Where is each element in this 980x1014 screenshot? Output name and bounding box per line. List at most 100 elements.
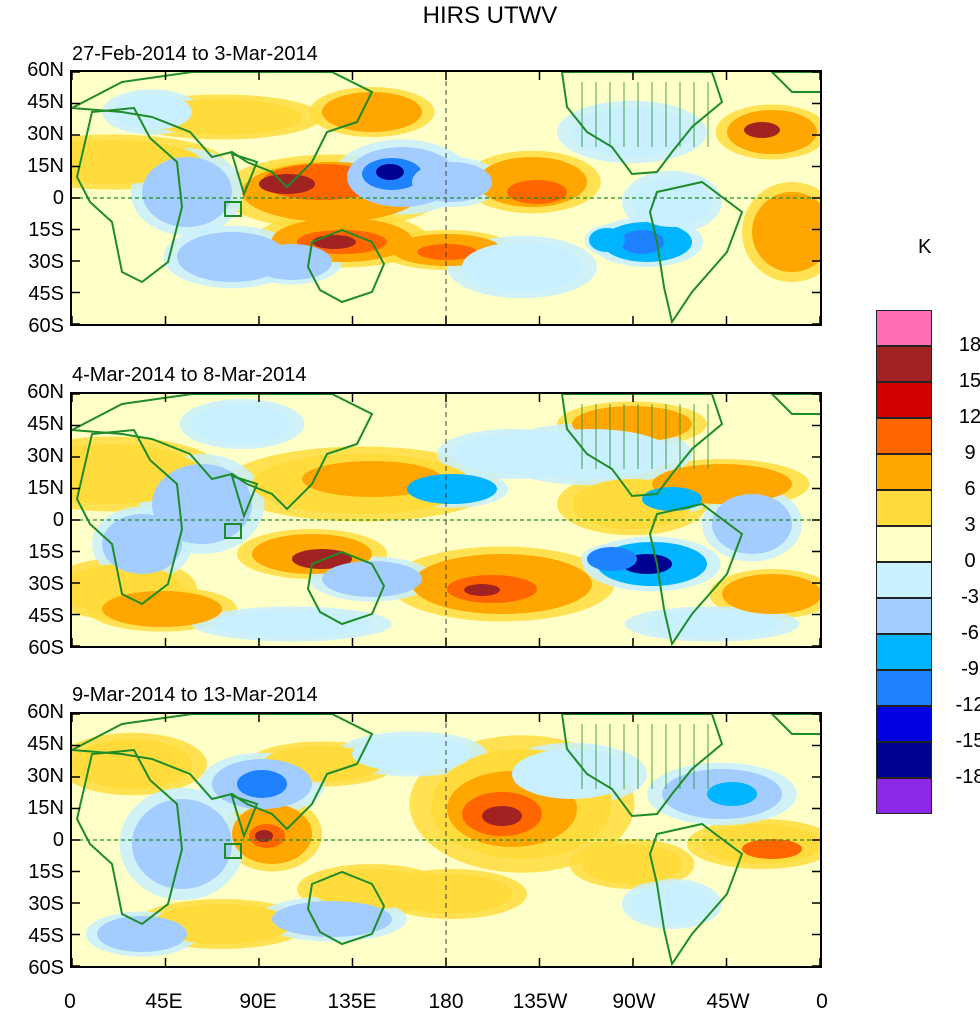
- colorbar-label: -9: [961, 658, 979, 680]
- colorbar-label: -18: [955, 766, 980, 788]
- colorbar-swatch: [876, 454, 932, 490]
- colorbar-label: 18: [958, 334, 980, 356]
- lat-label: 60N: [27, 59, 64, 81]
- lat-label: 45S: [28, 283, 64, 305]
- lon-label: 90W: [612, 990, 656, 1013]
- anomaly-contour: [452, 434, 572, 474]
- coastline: [648, 822, 744, 966]
- lat-label: 15N: [27, 477, 64, 499]
- lat-label: 15S: [28, 861, 64, 883]
- colorbar-swatch: [876, 742, 932, 778]
- anomaly-field: [72, 394, 820, 646]
- lat-label: 45S: [28, 605, 64, 627]
- map-panel-3: [70, 712, 822, 968]
- colorbar-swatch: [876, 418, 932, 454]
- anomaly-contour: [742, 839, 802, 859]
- lat-label: 60N: [27, 381, 64, 403]
- lat-label: 15S: [28, 541, 64, 563]
- lat-label: 30S: [28, 893, 64, 915]
- coastline: [75, 748, 184, 926]
- anomaly-contour: [252, 244, 332, 280]
- anomaly-contour: [582, 844, 682, 884]
- anomaly-contour: [482, 806, 522, 826]
- lat-label: 15N: [27, 797, 64, 819]
- anomaly-contour: [392, 874, 512, 914]
- anomaly-contour: [572, 107, 692, 157]
- anomaly-contour: [142, 157, 232, 227]
- coastline: [75, 428, 184, 606]
- anomaly-contour: [642, 610, 782, 638]
- anomaly-contour: [744, 122, 780, 138]
- anomaly-contour: [212, 610, 372, 638]
- anomaly-contour: [507, 180, 567, 204]
- lat-label: 0: [52, 187, 64, 209]
- coastline: [72, 714, 374, 831]
- anomaly-contour: [407, 474, 497, 504]
- anomaly-contour: [272, 901, 392, 937]
- anomaly-contour: [462, 242, 582, 292]
- colorbar-label: -6: [961, 622, 979, 644]
- lat-label: 45N: [27, 733, 64, 755]
- colorbar-swatch: [876, 706, 932, 742]
- coastline: [230, 474, 259, 520]
- lon-label: 135E: [327, 990, 377, 1013]
- anomaly-contour: [632, 177, 712, 227]
- coastline: [648, 180, 744, 324]
- coastline: [306, 550, 386, 626]
- colorbar-label: -3: [961, 586, 979, 608]
- anomaly-contour: [620, 230, 664, 254]
- anomaly-contour: [589, 228, 625, 252]
- panel-2-date-range: 4-Mar-2014 to 8-Mar-2014: [72, 364, 307, 386]
- coastline: [230, 794, 259, 840]
- map-panel-2: [70, 392, 822, 648]
- anomaly-contour: [722, 574, 820, 614]
- anomaly-contour: [587, 547, 637, 571]
- colorbar-swatch: [876, 526, 932, 562]
- colorbar-label: 6: [964, 478, 976, 500]
- colorbar-swatch: [876, 634, 932, 670]
- anomaly-contour: [512, 749, 632, 799]
- coastline: [560, 394, 724, 498]
- coastline: [770, 714, 820, 735]
- anomaly-contour: [632, 884, 712, 924]
- colorbar-label: 12: [958, 406, 980, 428]
- anomaly-contour: [412, 162, 492, 202]
- coastline: [560, 714, 724, 818]
- lat-label: 45N: [27, 91, 64, 113]
- colorbar-unit-label: K: [918, 236, 932, 258]
- lat-label: 30S: [28, 251, 64, 273]
- lat-label: 45S: [28, 925, 64, 947]
- anomaly-field: [72, 714, 820, 966]
- panel-1-date-range: 27-Feb-2014 to 3-Mar-2014: [72, 43, 318, 65]
- lon-label: 135W: [512, 990, 568, 1013]
- anomaly-contour: [259, 174, 315, 194]
- anomaly-contour: [417, 244, 477, 260]
- region-box: [224, 523, 242, 539]
- anomaly-contour: [322, 92, 422, 132]
- coastline: [306, 228, 386, 304]
- coastline: [770, 72, 820, 93]
- lat-label: 15S: [28, 219, 64, 241]
- anomaly-contour: [97, 916, 187, 952]
- lon-label: 0: [816, 990, 828, 1013]
- lon-label: 90E: [239, 990, 277, 1013]
- colorbar-swatch: [876, 346, 932, 382]
- lat-label: 0: [52, 509, 64, 531]
- colorbar-swatch: [876, 598, 932, 634]
- map-panel-1: [70, 70, 822, 326]
- colorbar-label: -12: [955, 694, 980, 716]
- lat-label: 30N: [27, 765, 64, 787]
- coastline: [72, 394, 374, 511]
- colorbar-swatch: [876, 310, 932, 346]
- coastline: [560, 72, 724, 176]
- panel-3-date-range: 9-Mar-2014 to 13-Mar-2014: [72, 684, 318, 706]
- lat-label: 60S: [28, 957, 64, 979]
- anomaly-field: [72, 72, 820, 324]
- lat-label: 60S: [28, 315, 64, 337]
- colorbar-label: -15: [955, 730, 980, 752]
- anomaly-contour: [322, 561, 422, 597]
- lon-label: 180: [428, 990, 464, 1013]
- coastline: [72, 72, 374, 189]
- region-box: [224, 843, 242, 859]
- anomaly-contour: [712, 494, 792, 554]
